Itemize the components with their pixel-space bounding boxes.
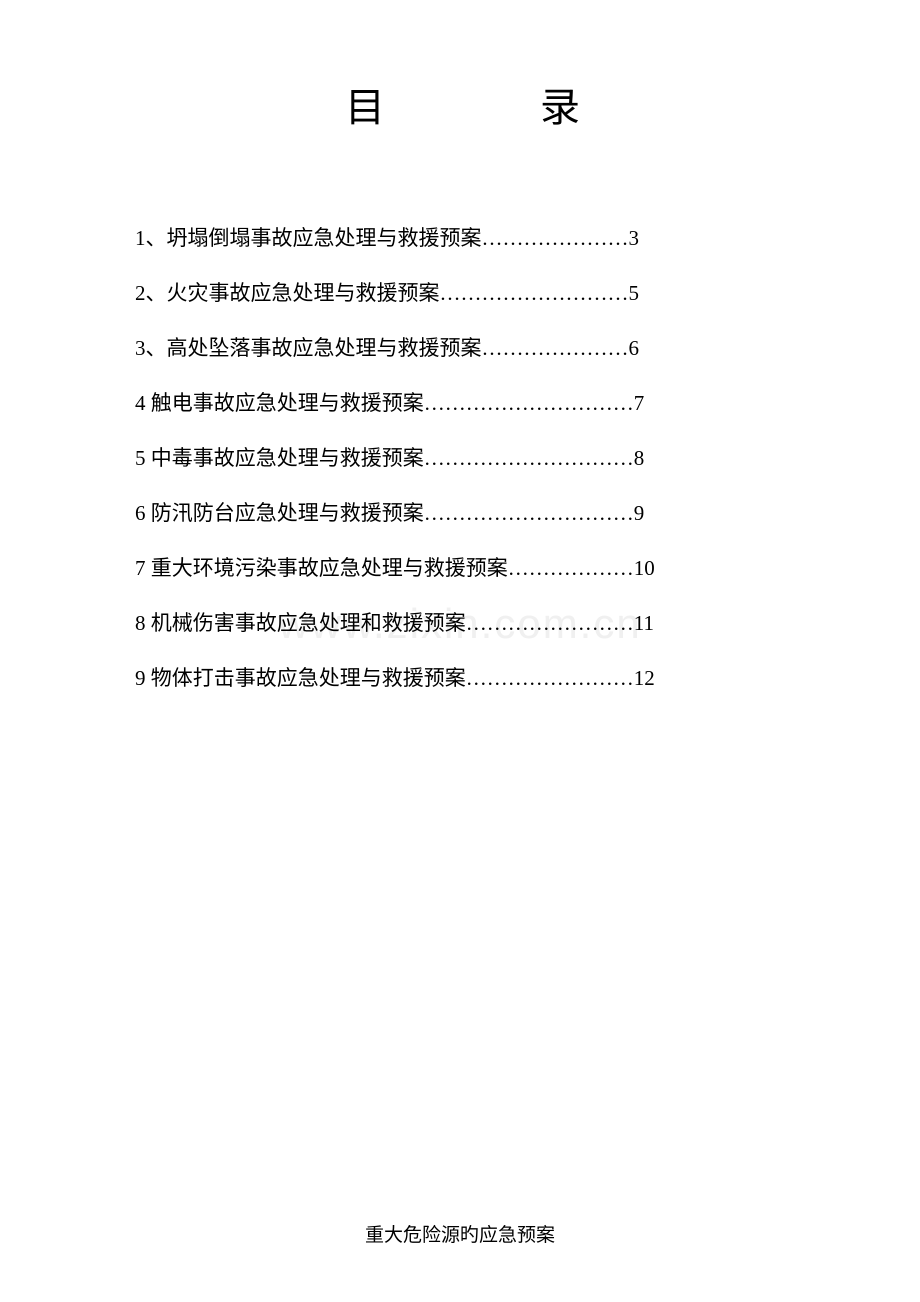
toc-entry: 9 物体打击事故应急处理与救援预案……………………12 [135,668,790,689]
toc-entry: 5 中毒事故应急处理与救援预案…………………………8 [135,448,790,469]
toc-entry: 6 防汛防台应急处理与救援预案…………………………9 [135,503,790,524]
page-footer: 重大危险源旳应急预案 [0,1220,920,1247]
toc-entry: 7 重大环境污染事故应急处理与救援预案………………10 [135,558,790,579]
page-title: 目录 [135,75,790,133]
toc-entry: 4 触电事故应急处理与救援预案…………………………7 [135,393,790,414]
toc-entry: 1、坍塌倒塌事故应急处理与救援预案…………………3 [135,228,790,249]
content-wrapper: 目录 1、坍塌倒塌事故应急处理与救援预案…………………3 2、火灾事故应急处理与… [135,75,790,689]
title-char-2: 录 [540,75,580,133]
title-char-1: 目 [345,75,385,133]
toc-entry: 8 机械伤害事故应急处理和救援预案……………………11 [135,613,790,634]
document-page: www.zixin.com.cn 目录 1、坍塌倒塌事故应急处理与救援预案………… [0,0,920,1302]
toc-entry: 3、高处坠落事故应急处理与救援预案…………………6 [135,338,790,359]
toc-entry: 2、火灾事故应急处理与救援预案………………………5 [135,283,790,304]
table-of-contents: 1、坍塌倒塌事故应急处理与救援预案…………………3 2、火灾事故应急处理与救援预… [135,228,790,689]
